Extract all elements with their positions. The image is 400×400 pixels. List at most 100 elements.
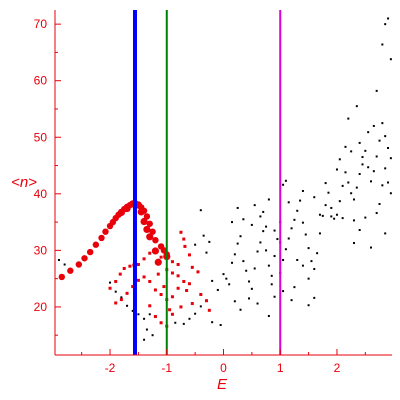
data-point — [146, 233, 154, 241]
data-point — [125, 291, 129, 295]
data-point — [242, 218, 245, 221]
data-point — [381, 122, 384, 125]
data-point — [273, 255, 276, 258]
data-point — [170, 295, 174, 299]
data-point — [242, 260, 245, 263]
data-point — [154, 258, 162, 266]
x-tick-label: 2 — [334, 361, 341, 375]
data-point — [148, 279, 152, 283]
data-point — [170, 312, 174, 316]
data-point — [352, 242, 355, 245]
y-tick-label: 50 — [34, 130, 48, 144]
data-point — [313, 196, 316, 199]
data-point — [304, 233, 307, 236]
data-point — [387, 147, 390, 149]
data-point — [338, 200, 341, 203]
y-tick-label: 20 — [34, 300, 48, 314]
data-point — [250, 223, 253, 226]
data-point — [239, 308, 242, 311]
data-point — [211, 321, 214, 324]
x-tick-label: -1 — [161, 361, 172, 375]
data-point — [58, 273, 66, 281]
data-point — [333, 217, 336, 220]
data-point — [204, 299, 208, 303]
data-point — [265, 225, 268, 228]
data-point — [307, 247, 310, 250]
data-point — [381, 184, 384, 187]
data-point — [350, 192, 353, 195]
data-point — [330, 215, 333, 218]
data-point — [152, 236, 159, 244]
data-point — [179, 230, 183, 234]
data-point — [131, 285, 135, 289]
data-point — [194, 243, 197, 246]
data-point — [248, 280, 251, 283]
data-point — [350, 150, 353, 153]
data-point — [182, 279, 186, 283]
data-point — [387, 17, 390, 20]
data-point — [168, 308, 172, 312]
data-point — [67, 267, 74, 274]
data-point — [389, 192, 392, 195]
data-point — [389, 157, 392, 160]
data-point — [330, 206, 333, 209]
data-point — [216, 288, 219, 291]
data-point — [253, 204, 256, 207]
data-point — [307, 304, 310, 307]
data-point — [316, 252, 319, 255]
y-tick-label: 30 — [34, 243, 48, 257]
data-point — [151, 247, 160, 255]
data-point — [202, 234, 205, 237]
data-point — [338, 158, 341, 161]
data-point — [284, 248, 287, 251]
data-point — [384, 232, 387, 235]
data-point — [114, 301, 118, 305]
data-point — [381, 43, 384, 46]
data-point — [149, 228, 156, 235]
data-point — [370, 246, 373, 249]
data-point — [236, 206, 239, 209]
data-point — [148, 304, 152, 308]
data-point — [378, 139, 381, 142]
data-point — [187, 253, 191, 257]
data-point — [318, 232, 321, 235]
data-point — [225, 277, 228, 280]
data-point — [231, 261, 234, 264]
data-point — [159, 255, 163, 259]
data-point — [219, 324, 222, 327]
data-point — [159, 321, 163, 325]
data-point — [290, 227, 293, 230]
data-point — [253, 267, 256, 270]
data-point — [143, 338, 146, 341]
data-point — [384, 135, 387, 138]
data-point — [176, 286, 180, 290]
data-point — [301, 221, 304, 224]
data-point — [57, 258, 60, 261]
data-point — [205, 251, 208, 254]
data-point — [170, 271, 174, 275]
data-point — [208, 240, 211, 243]
data-point — [75, 261, 83, 268]
data-point — [156, 272, 160, 276]
data-point — [358, 229, 361, 232]
data-point — [117, 208, 125, 217]
data-point — [102, 228, 109, 235]
data-point — [352, 219, 355, 222]
data-point — [188, 317, 191, 320]
data-point — [327, 191, 330, 194]
data-point — [145, 328, 148, 331]
data-point — [256, 302, 259, 305]
data-point — [341, 184, 344, 187]
data-point — [142, 275, 146, 279]
data-point — [207, 308, 211, 312]
data-point — [151, 334, 154, 337]
data-point — [245, 269, 248, 272]
data-point — [267, 264, 270, 267]
data-point — [222, 273, 225, 276]
data-point — [143, 317, 146, 320]
data-point — [361, 156, 364, 159]
data-point — [347, 181, 350, 184]
data-point — [211, 279, 214, 282]
y-tick-label: 60 — [34, 74, 48, 88]
data-point — [344, 171, 347, 174]
